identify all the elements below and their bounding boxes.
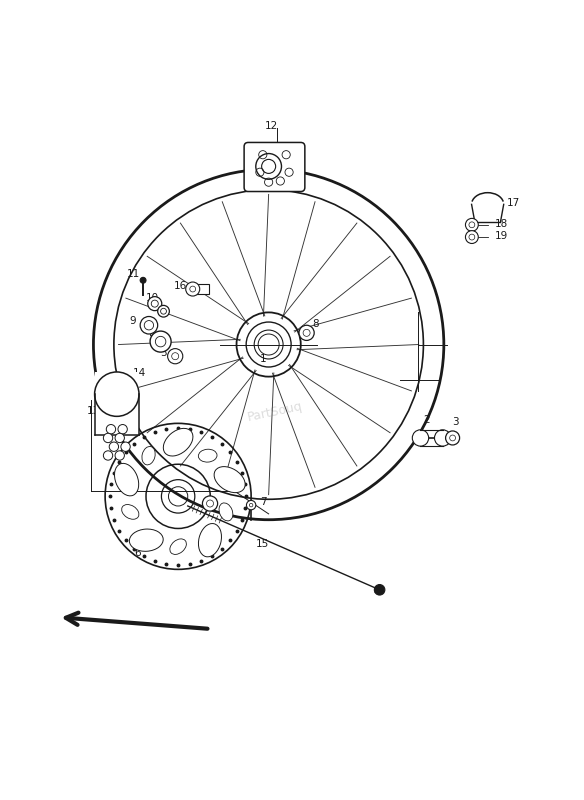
Circle shape [207,500,214,507]
Text: 7: 7 [260,498,266,507]
Ellipse shape [121,505,139,519]
Circle shape [161,308,166,314]
Ellipse shape [142,446,155,465]
Ellipse shape [199,523,221,557]
Circle shape [103,434,113,442]
Circle shape [469,222,475,228]
Circle shape [299,326,314,341]
Text: 19: 19 [495,231,509,242]
Circle shape [172,353,179,360]
Ellipse shape [164,428,193,456]
Circle shape [103,451,113,460]
Circle shape [140,317,158,334]
Text: 14: 14 [133,368,147,378]
Text: 2: 2 [423,415,430,426]
Text: 13: 13 [86,406,100,415]
Circle shape [446,431,460,445]
Circle shape [121,442,130,451]
FancyBboxPatch shape [244,142,305,191]
Circle shape [256,154,281,179]
Ellipse shape [130,529,163,551]
Ellipse shape [214,466,245,493]
Circle shape [186,282,200,296]
Text: 17: 17 [507,198,520,208]
Text: 1: 1 [259,354,266,364]
Circle shape [303,330,310,336]
Circle shape [118,425,127,434]
Ellipse shape [114,463,138,496]
Circle shape [148,297,162,310]
FancyBboxPatch shape [196,284,209,294]
Text: 6: 6 [134,548,141,558]
Circle shape [469,234,475,240]
Circle shape [262,159,276,174]
Circle shape [168,349,183,364]
Text: 3: 3 [161,348,167,358]
Circle shape [374,585,385,595]
Text: 12: 12 [265,121,278,130]
Text: 4: 4 [374,586,380,597]
Text: 11: 11 [127,270,141,279]
Text: 10: 10 [146,293,159,302]
Text: 9: 9 [130,315,136,326]
Text: 16: 16 [174,281,187,291]
Circle shape [151,300,158,307]
Text: 8: 8 [312,319,319,329]
Circle shape [144,321,154,330]
Circle shape [115,434,124,442]
Circle shape [203,496,218,511]
Circle shape [115,451,124,460]
Circle shape [155,336,166,347]
Ellipse shape [170,539,186,554]
Text: 18: 18 [495,218,509,229]
Circle shape [465,218,478,231]
Circle shape [109,442,119,451]
Text: 5: 5 [148,332,154,342]
Circle shape [412,430,429,446]
Circle shape [434,430,451,446]
Ellipse shape [219,503,233,521]
Circle shape [158,306,169,317]
Ellipse shape [199,450,217,462]
Circle shape [140,278,146,283]
Circle shape [190,286,196,292]
Circle shape [106,425,116,434]
Text: PartSouq: PartSouq [246,399,303,424]
Circle shape [249,503,253,507]
Circle shape [450,435,456,441]
Circle shape [95,372,139,416]
Text: 15: 15 [256,539,269,550]
Text: 5: 5 [204,527,211,537]
Circle shape [150,331,171,352]
Circle shape [465,230,478,243]
Bar [95,372,139,435]
Circle shape [246,501,256,510]
Text: 3: 3 [453,417,459,427]
